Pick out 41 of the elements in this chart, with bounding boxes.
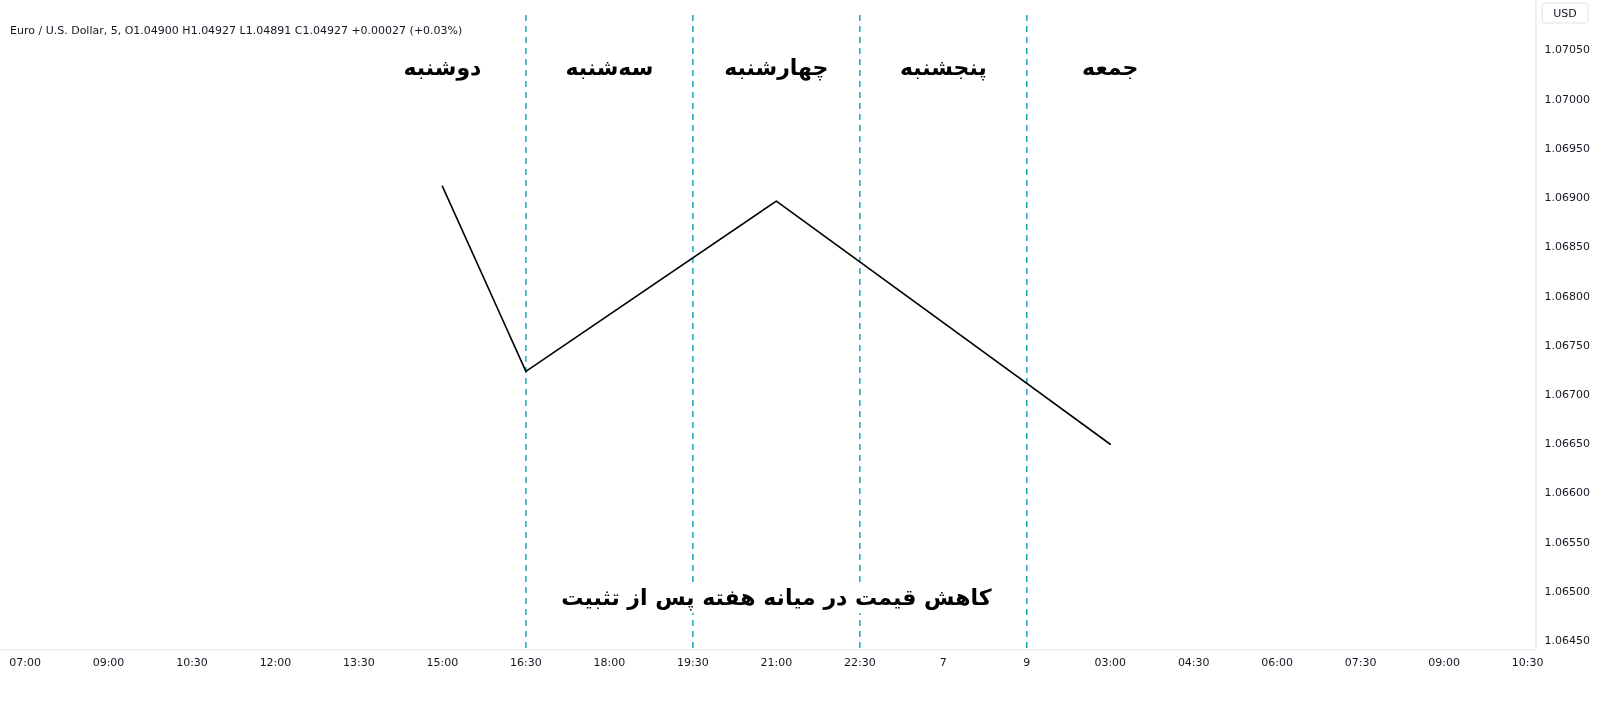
annotation: چهارشنبه (724, 55, 829, 81)
annotation: جمعه (1082, 55, 1139, 80)
x-tick-label: 07:00 (9, 656, 41, 669)
annotation: پنجشنبه (899, 55, 987, 81)
x-tick-label: 15:00 (426, 656, 459, 669)
x-tick-label: 04:30 (1177, 656, 1210, 669)
x-tick-label: 22:30 (843, 656, 876, 669)
x-tick-label: 21:00 (760, 656, 793, 669)
annotation: کاهش قیمت در میانه هفته پس از تثبیت (561, 585, 992, 611)
y-tick-label: 1.06750 (1544, 338, 1590, 352)
y-tick-label: 1.06450 (1544, 634, 1590, 648)
y-tick-label: 1.06550 (1544, 535, 1590, 549)
x-tick-label: 10:30 (176, 656, 208, 669)
x-tick-label: 12:00 (259, 656, 292, 669)
y-tick-label: 1.06600 (1544, 486, 1590, 500)
x-tick-label: 9 (1023, 656, 1031, 669)
x-tick-label: 07:30 (1344, 656, 1377, 669)
text: Euro / U.S. Dollar, 5, O1.04900 H1.04927 L1.04891 C1.04927 +0.00027 (+0.03%) (10, 24, 463, 37)
line-series (441, 185, 1112, 446)
y-tick-label: 1.06650 (1544, 437, 1590, 451)
y-tick-label: 1.06500 (1544, 584, 1590, 598)
x-tick-label: 09:00 (1428, 656, 1461, 669)
y-axis-title: USD (1553, 7, 1577, 20)
x-tick-label: 03:00 (1094, 656, 1127, 669)
annotation: دوشنبه (403, 55, 482, 81)
annotation: سه‌شنبه (565, 55, 654, 80)
x-tick-label: 13:30 (343, 656, 375, 669)
x-tick-label: 06:00 (1261, 656, 1294, 669)
x-tick-label: 18:00 (593, 656, 626, 669)
x-tick-label: 7 (939, 656, 947, 669)
y-tick-label: 1.06950 (1544, 141, 1590, 155)
y-tick-label: 1.07000 (1544, 92, 1590, 106)
y-tick-label: 1.06700 (1544, 388, 1590, 402)
x-tick-label: 16:30 (510, 656, 542, 669)
x-tick-label: 10:30 (1511, 656, 1544, 669)
y-tick-label: 1.06850 (1544, 240, 1590, 254)
y-tick-label: 1.06800 (1544, 289, 1590, 303)
y-tick-label: 1.07050 (1544, 43, 1590, 57)
y-tick-label: 1.06900 (1544, 191, 1590, 205)
x-tick-label: 09:00 (92, 656, 125, 669)
x-tick-label: 19:30 (677, 656, 709, 669)
